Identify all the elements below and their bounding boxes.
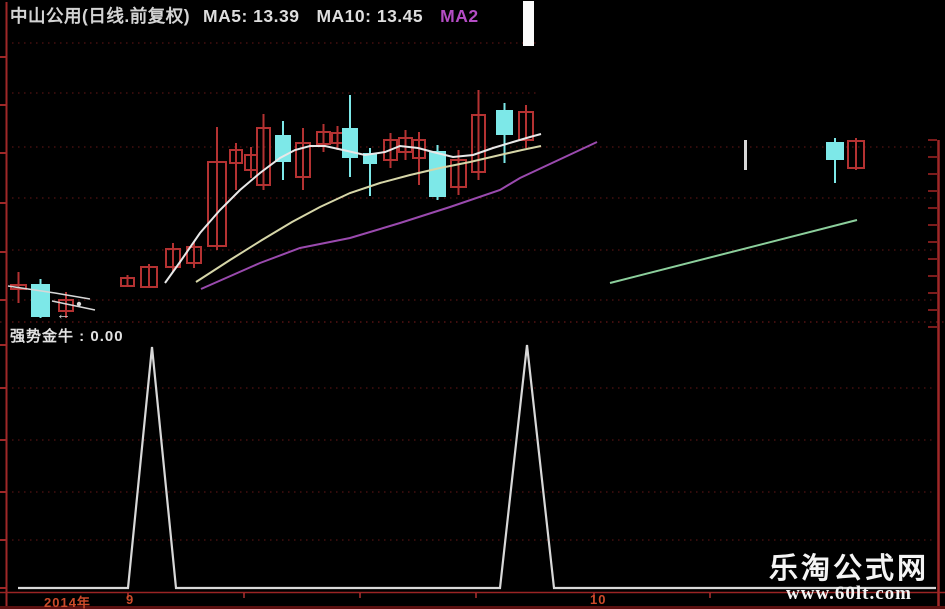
stock-title: 中山公用(日线.前复权) (10, 6, 191, 26)
candle-body-down (363, 153, 377, 164)
indicator-signal-line (18, 344, 936, 590)
candle-body-down (429, 151, 446, 197)
MA5-line (164, 133, 542, 284)
ma5-value-label: MA5: 13.39 (203, 6, 300, 26)
green-trend-line (609, 219, 858, 284)
indicator-label: 强势金牛 : 0.00 (10, 325, 124, 346)
candle-body-up (256, 127, 271, 186)
candle-body-up (518, 111, 534, 141)
left-arrow-annotation: ← (56, 306, 71, 323)
ma20-value-label-partial: MA2 (440, 6, 479, 26)
candle-body-up (383, 139, 398, 161)
cursor-block (523, 1, 534, 46)
indicator-separator: : (74, 328, 91, 345)
indicator-name: 强势金牛 (10, 328, 75, 345)
candle-body-up (165, 248, 181, 268)
candle-body-up (229, 149, 243, 164)
x-axis-year-label: 2014年 (44, 595, 91, 609)
candle-body-up (120, 277, 135, 287)
watermark-site-name: 乐淘公式网 (768, 552, 929, 585)
candle-body-up (186, 246, 202, 264)
candle-body-down (826, 142, 844, 160)
candle-body-gray (744, 140, 747, 170)
candle-body-up (471, 114, 486, 173)
candle-body-down (275, 135, 291, 162)
white-dot-mark (76, 301, 82, 307)
x-axis-month10-label: 10 (590, 592, 607, 607)
MA10-line (195, 145, 542, 283)
candle-body-down (496, 110, 513, 135)
ma10-value-label: MA10: 13.45 (316, 6, 424, 26)
left-fragment-2-line (51, 300, 96, 311)
candle-body-down (31, 284, 50, 317)
watermark: 乐淘公式网 www.60lt.com (768, 552, 929, 605)
candle-body-up (295, 142, 311, 178)
watermark-url: www.60lt.com (786, 583, 912, 605)
x-axis-month9-label: 9 (126, 592, 135, 607)
title-bar: 中山公用(日线.前复权) MA5: 13.39 MA10: 13.45 MA2 (10, 3, 479, 28)
left-fragment-1-line (7, 285, 91, 300)
candle-body-up (847, 140, 865, 169)
MA20-line (200, 141, 598, 290)
indicator-value: 0.00 (90, 328, 124, 345)
candle-body-up (316, 131, 331, 145)
candle-body-up (450, 159, 467, 188)
candle-body-up (140, 266, 158, 288)
